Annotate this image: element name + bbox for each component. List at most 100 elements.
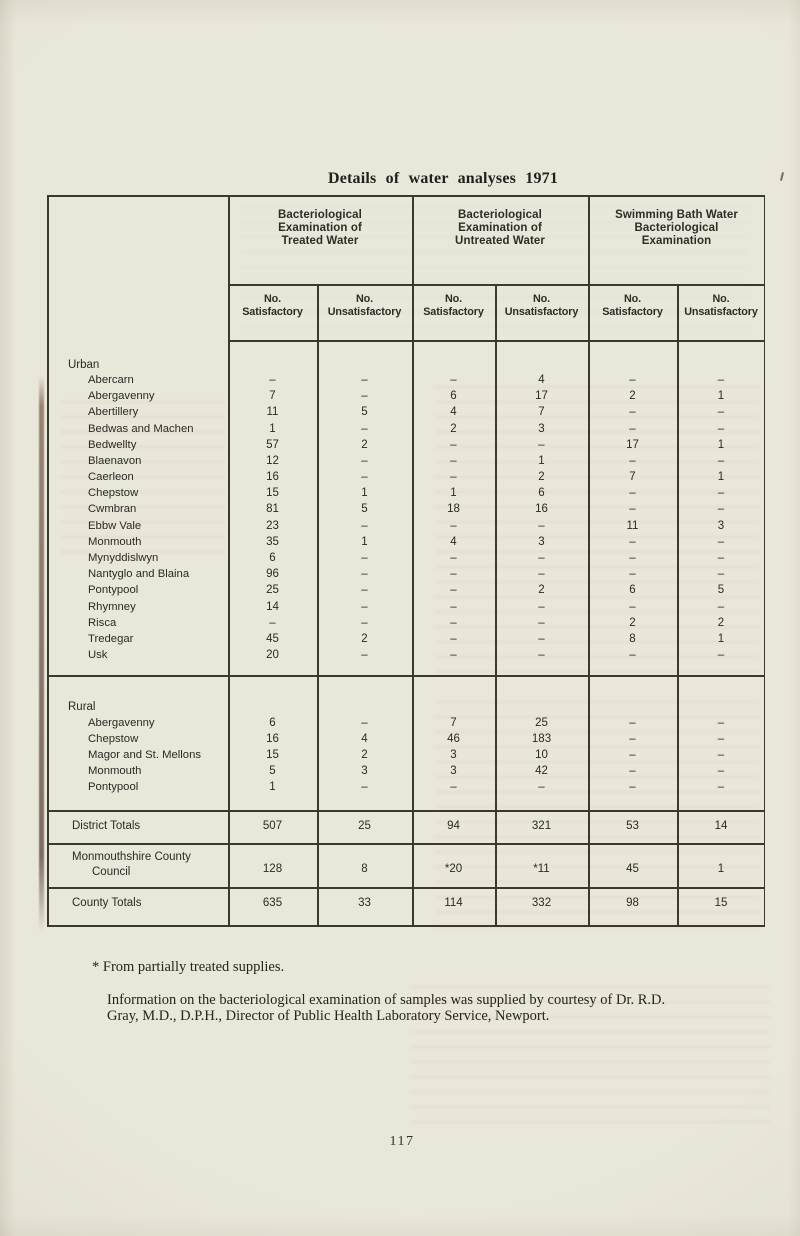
value-cell: 3 — [450, 749, 457, 761]
value-cell: – — [450, 600, 457, 613]
group-header-line: Untreated Water — [455, 235, 545, 247]
value-cell: 11 — [626, 519, 639, 532]
value-cell: 96 — [266, 568, 279, 581]
value-cell: – — [538, 568, 545, 581]
row-label: Mynyddislwyn — [88, 551, 159, 564]
row-label: Abergavenny — [88, 717, 155, 729]
row-label: Abergavenny — [88, 390, 155, 403]
value-cell: 2 — [629, 616, 636, 629]
column-header-treated-satisfactory: No. Satisfactory — [242, 293, 303, 318]
value-cell: 3 — [450, 765, 457, 777]
table-grid-line — [228, 195, 230, 927]
value-cell: 45 — [626, 863, 639, 875]
row-label: District Totals — [72, 820, 141, 832]
group-header-line: Treated Water — [281, 235, 359, 247]
value-cell: – — [361, 717, 368, 729]
table-grid-line — [677, 284, 679, 927]
value-cell: 507 — [262, 820, 283, 832]
value-cell: – — [450, 568, 457, 581]
value-cell: 1 — [717, 632, 725, 645]
value-cell: 635 — [262, 897, 283, 909]
credit-note: Information on the bacteriological exami… — [107, 992, 747, 1024]
row-label: Pontypool — [88, 584, 139, 597]
value-cell: 11 — [266, 406, 279, 419]
value-cell: 81 — [266, 503, 279, 516]
value-cell: 2 — [361, 632, 368, 645]
group-header-line: Examination of — [278, 222, 362, 234]
value-cell: 2 — [450, 422, 457, 435]
group-header-line: Examination — [641, 235, 712, 247]
row-label: Blaenavon — [88, 454, 142, 467]
value-cell: – — [629, 535, 636, 548]
table-grid-line — [47, 195, 49, 927]
value-cell: 3 — [717, 519, 725, 532]
table-row: Monmouth 5 3 3 42 – – — [47, 763, 765, 779]
row-label: Monmouth — [88, 535, 142, 548]
value-cell: 25 — [358, 820, 371, 832]
value-cell: – — [717, 551, 725, 564]
value-cell: 42 — [535, 765, 548, 777]
table-grid-line — [47, 843, 765, 845]
table-row: District Totals 507 25 94 321 53 14 — [47, 810, 765, 843]
row-label: Risca — [88, 616, 117, 629]
value-cell: – — [538, 616, 545, 629]
value-cell: – — [717, 406, 725, 419]
row-label: Chepstow — [88, 487, 139, 500]
row-label: Rural — [68, 701, 96, 713]
row-label: Bedwellty — [88, 438, 137, 451]
value-cell: – — [450, 616, 457, 629]
value-cell: 8 — [629, 632, 636, 645]
table-row: Chepstow 15 1 1 6 – – — [47, 485, 765, 501]
value-cell: – — [450, 519, 457, 532]
value-cell: – — [717, 733, 725, 745]
table-row: Blaenavon 12 – – 1 – – — [47, 453, 765, 469]
value-cell: 1 — [717, 438, 725, 451]
value-cell: 321 — [531, 820, 552, 832]
value-cell: – — [361, 471, 368, 484]
column-group-header-untreated-water: Bacteriological Examination of Untreated… — [412, 209, 588, 248]
value-cell: – — [450, 649, 457, 662]
value-cell: 6 — [269, 717, 276, 729]
value-cell: 2 — [538, 471, 545, 484]
table-row: Abercarn – – – 4 – – — [47, 372, 765, 388]
value-cell: 46 — [447, 733, 460, 745]
value-cell: 2 — [629, 390, 636, 403]
value-cell: 3 — [538, 422, 545, 435]
table-row: Bedwellty 57 2 – – 17 1 — [47, 437, 765, 453]
table-grid-line — [228, 340, 765, 342]
value-cell: 1 — [361, 487, 368, 500]
group-header-line: Swimming Bath Water — [615, 209, 738, 221]
value-cell: – — [717, 649, 725, 662]
row-label: Ebbw Vale — [88, 519, 142, 532]
value-cell: – — [269, 616, 276, 629]
column-header-untreated-satisfactory: No. Satisfactory — [423, 293, 484, 318]
value-cell: – — [629, 454, 636, 467]
value-cell: 1 — [269, 422, 276, 435]
value-cell: – — [717, 503, 725, 516]
table-row: County Totals 635 33 114 332 98 15 — [47, 887, 765, 920]
value-cell: – — [629, 765, 636, 777]
table-row: Urban — [47, 357, 765, 373]
table-grid-line — [47, 810, 765, 812]
value-cell: – — [361, 519, 368, 532]
value-cell: *11 — [533, 863, 550, 875]
value-cell: – — [629, 422, 636, 435]
value-cell: 14 — [714, 820, 728, 832]
value-cell: – — [538, 649, 545, 662]
table-grid-line — [588, 195, 590, 927]
value-cell: 1 — [717, 471, 725, 484]
value-cell: 1 — [269, 781, 276, 793]
value-cell: 23 — [266, 519, 279, 532]
value-cell: – — [450, 584, 457, 597]
footnote-marker: * — [92, 959, 100, 975]
table-row: Abertillery 11 5 4 7 – – — [47, 404, 765, 420]
footnote-text: From partially treated supplies. — [102, 959, 285, 975]
value-cell: – — [538, 600, 545, 613]
table-row: Magor and St. Mellons 15 2 3 10 – – — [47, 747, 765, 763]
value-cell: 15 — [714, 897, 728, 909]
value-cell: 10 — [535, 749, 548, 761]
table-row: Pontypool 25 – – 2 6 5 — [47, 582, 765, 598]
value-cell: – — [361, 781, 368, 793]
credit-line: Gray, M.D., D.P.H., Director of Public H… — [107, 1007, 550, 1024]
